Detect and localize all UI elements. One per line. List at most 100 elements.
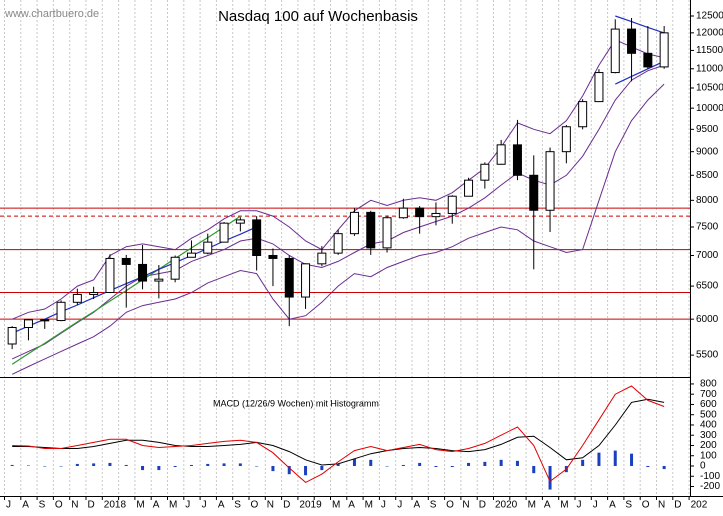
candle-body — [219, 222, 229, 243]
histogram-bar — [515, 460, 519, 466]
candle-body — [496, 144, 506, 165]
histogram-bar — [418, 462, 422, 466]
candle-body — [610, 28, 620, 74]
macd-line — [12, 398, 665, 466]
x-tick-label: 202 — [691, 500, 708, 511]
y-tick-label: 9500 — [696, 124, 719, 135]
x-tick-label: A — [348, 500, 355, 511]
x-tick-label: D — [674, 500, 681, 511]
candle-body — [627, 28, 637, 54]
candle-body — [398, 207, 408, 219]
x-tick-label: 2018 — [104, 500, 127, 511]
x-tick-label: J — [185, 500, 190, 511]
y-tick-label: 200 — [700, 440, 717, 451]
macd-line — [12, 385, 665, 483]
candle-body — [480, 163, 490, 181]
candle-body — [284, 257, 294, 298]
histogram-bar — [369, 459, 373, 466]
histogram-bar — [287, 465, 291, 475]
bollinger-band — [11, 64, 665, 360]
x-tick-label: M — [332, 500, 340, 511]
y-tick-label: -100 — [700, 471, 720, 482]
watermark: www.chartbuero.de — [4, 8, 99, 20]
y-tick-label: 11500 — [696, 45, 723, 56]
x-tick-label: S — [430, 500, 437, 511]
x-tick-label: A — [218, 500, 225, 511]
histogram-bar — [271, 465, 275, 472]
x-tick-label: J — [6, 500, 11, 511]
candle-body — [105, 257, 115, 294]
histogram-bar — [646, 465, 650, 468]
histogram-bar — [548, 465, 552, 490]
histogram-bar — [141, 465, 145, 471]
x-tick-label: J — [202, 500, 207, 511]
histogram-bar — [320, 465, 324, 471]
y-tick-label: 10000 — [696, 103, 723, 114]
candle-body — [643, 52, 653, 68]
x-tick-label: O — [446, 500, 454, 511]
histogram-bar — [483, 461, 487, 466]
x-tick-label: M — [528, 500, 536, 511]
candle-body — [578, 101, 588, 128]
x-tick-label: M — [169, 500, 177, 511]
histogram-bar — [401, 464, 405, 466]
candle-body — [301, 263, 311, 298]
y-tick-label: -200 — [700, 481, 720, 492]
histogram-bar — [238, 463, 242, 466]
y-tick-label: 8500 — [696, 170, 719, 181]
candle-body — [121, 257, 131, 265]
y-tick-label: 11000 — [696, 63, 723, 74]
trend-line — [615, 15, 665, 34]
candle-body — [447, 195, 457, 214]
histogram-bar — [124, 464, 128, 466]
x-tick-label: A — [22, 500, 29, 511]
histogram-bar — [336, 463, 340, 466]
y-tick-label: 10500 — [696, 83, 723, 94]
x-tick-label: A — [414, 500, 421, 511]
histogram-bar — [385, 465, 389, 467]
x-tick-label: D — [479, 500, 486, 511]
y-tick-label: 300 — [700, 430, 717, 441]
candle-body — [464, 179, 474, 197]
candle-body — [561, 126, 571, 153]
histogram-bar — [43, 465, 47, 467]
candle-body — [154, 278, 164, 282]
histogram-bar — [662, 465, 666, 470]
candle-body — [170, 256, 180, 280]
x-tick-label: D — [283, 500, 290, 511]
grid — [4, 0, 690, 496]
x-tick-label: S — [234, 500, 241, 511]
candle-body — [366, 211, 376, 249]
y-tick-label: 400 — [700, 420, 717, 431]
y-tick-label: 800 — [700, 379, 717, 390]
candle-body — [268, 254, 278, 259]
x-tick-label: N — [71, 500, 78, 511]
histogram-bar — [75, 463, 79, 466]
y-tick-label: 6500 — [696, 281, 719, 292]
x-tick-label: N — [658, 500, 665, 511]
histogram-bar — [189, 464, 193, 466]
histogram-bar — [630, 453, 634, 466]
y-tick-label: 600 — [700, 399, 717, 410]
x-tick-label: M — [136, 500, 144, 511]
histogram-bar — [108, 462, 112, 466]
x-tick-label: 2019 — [299, 500, 322, 511]
trend-line — [615, 60, 665, 85]
x-tick-label: S — [39, 500, 46, 511]
candle-body — [317, 252, 327, 265]
candle-body — [89, 292, 99, 295]
candle-body — [252, 219, 262, 256]
candle-body — [56, 301, 66, 322]
x-tick-label: O — [251, 500, 259, 511]
y-tick-label: 500 — [700, 409, 717, 420]
x-tick-label: J — [577, 500, 582, 511]
histogram-bar — [597, 452, 601, 466]
y-tick-label: 12000 — [696, 27, 723, 38]
x-tick-label: M — [365, 500, 373, 511]
x-tick-label: N — [462, 500, 469, 511]
histogram-bar — [499, 459, 503, 466]
x-tick-label: O — [642, 500, 650, 511]
candle-body — [594, 72, 604, 103]
